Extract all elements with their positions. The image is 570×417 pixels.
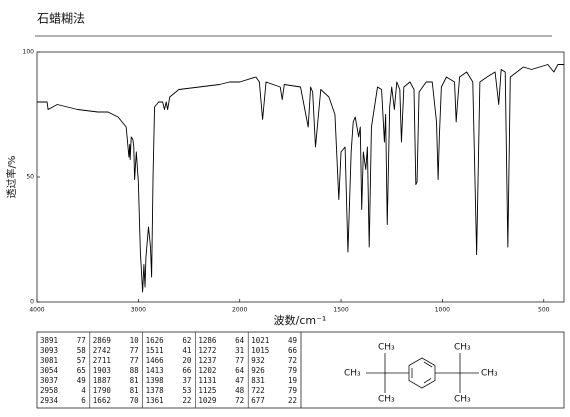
peak-wavenumber: 3093: [40, 346, 58, 355]
peak-transmittance: 57: [77, 356, 86, 365]
peak-wavenumber: 1413: [146, 366, 164, 375]
peak-wavenumber: 3054: [40, 366, 59, 375]
peak-transmittance: 53: [182, 386, 191, 395]
peak-transmittance: 64: [235, 366, 245, 375]
peak-transmittance: 70: [130, 396, 140, 405]
peak-transmittance: 79: [288, 366, 297, 375]
peak-transmittance: 79: [288, 386, 297, 395]
peak-transmittance: 81: [130, 386, 139, 395]
peak-transmittance: 65: [77, 366, 86, 375]
peak-wavenumber: 677: [251, 396, 265, 405]
peak-wavenumber: 3037: [40, 376, 58, 385]
peak-wavenumber: 1398: [146, 376, 165, 385]
peak-wavenumber: 3081: [40, 356, 58, 365]
peak-transmittance: 66: [182, 366, 192, 375]
structure-label: CH₃: [378, 343, 395, 353]
structure-bonds: [366, 353, 479, 393]
spectrum-line: [37, 64, 564, 293]
peak-transmittance: 58: [77, 346, 87, 355]
peak-transmittance: 64: [235, 336, 245, 345]
peak-transmittance: 47: [235, 376, 244, 385]
peak-transmittance: 77: [130, 356, 139, 365]
peak-wavenumber: 1662: [93, 396, 111, 405]
peak-wavenumber: 1202: [198, 366, 216, 375]
peak-wavenumber: 722: [251, 386, 265, 395]
peak-transmittance: 49: [288, 336, 297, 345]
x-tick-label: 4000: [29, 307, 44, 314]
y-tick-label: 50: [26, 174, 34, 181]
x-tick-label: 3000: [131, 307, 146, 314]
x-axis-label: 波数/cm⁻¹: [274, 314, 327, 327]
chart-title: 石蜡糊法: [37, 11, 85, 26]
peak-transmittance: 22: [288, 396, 297, 405]
x-tick-label: 1500: [333, 307, 348, 314]
peak-wavenumber: 1466: [146, 356, 165, 365]
peak-wavenumber: 1790: [93, 386, 112, 395]
peak-wavenumber: 1626: [146, 336, 165, 345]
peak-wavenumber: 3891: [40, 336, 58, 345]
peak-transmittance: 20: [182, 356, 192, 365]
peak-transmittance: 81: [130, 376, 139, 385]
peak-wavenumber: 926: [251, 366, 265, 375]
peak-transmittance: 88: [130, 366, 140, 375]
peak-wavenumber: 1125: [198, 386, 216, 395]
structure-label: CH₃: [378, 395, 395, 405]
peak-transmittance: 77: [235, 356, 244, 365]
peak-transmittance: 66: [288, 346, 298, 355]
peak-transmittance: 37: [182, 376, 191, 385]
peak-transmittance: 31: [235, 346, 244, 355]
table-frame: [36, 331, 565, 409]
peak-transmittance: 77: [77, 336, 86, 345]
peak-wavenumber: 1361: [146, 396, 164, 405]
peak-transmittance: 72: [288, 356, 297, 365]
structure-label: CH₃: [454, 395, 471, 405]
peak-wavenumber: 2958: [40, 386, 59, 395]
peak-transmittance: 41: [182, 346, 191, 355]
peak-wavenumber: 1887: [93, 376, 111, 385]
structure-label: CH₃: [481, 369, 498, 379]
x-tick-label: 2000: [232, 307, 247, 314]
peak-wavenumber: 1021: [251, 336, 269, 345]
peak-transmittance: 6: [81, 396, 86, 405]
peak-transmittance: 19: [288, 376, 297, 385]
peak-wavenumber: 932: [251, 356, 265, 365]
structure-label: CH₃: [344, 369, 361, 379]
peak-wavenumber: 1015: [251, 346, 269, 355]
peak-transmittance: 72: [235, 396, 244, 405]
peak-wavenumber: 831: [251, 376, 265, 385]
peak-wavenumber: 1029: [198, 396, 216, 405]
y-tick-label: 0: [30, 299, 34, 306]
peak-transmittance: 77: [130, 346, 139, 355]
peak-transmittance: 62: [182, 336, 191, 345]
peak-wavenumber: 2742: [93, 346, 111, 355]
peak-wavenumber: 1131: [198, 376, 216, 385]
y-tick-label: 100: [23, 49, 35, 56]
peak-wavenumber: 1237: [198, 356, 216, 365]
peak-transmittance: 49: [77, 376, 86, 385]
peak-transmittance: 48: [235, 386, 245, 395]
peak-wavenumber: 2934: [40, 396, 59, 405]
peak-wavenumber: 2869: [93, 336, 111, 345]
peak-transmittance: 22: [182, 396, 191, 405]
peak-wavenumber: 1286: [198, 336, 217, 345]
peak-wavenumber: 1378: [146, 386, 165, 395]
peak-wavenumber: 2711: [93, 356, 111, 365]
peak-transmittance: 10: [130, 336, 140, 345]
peak-wavenumber: 1272: [198, 346, 216, 355]
x-tick-label: 1000: [435, 307, 450, 314]
x-tick-label: 500: [538, 307, 550, 314]
plot-frame: [36, 51, 565, 303]
peak-wavenumber: 1903: [93, 366, 111, 375]
structure-label: CH₃: [454, 343, 471, 353]
peak-transmittance: 4: [81, 386, 86, 395]
peak-wavenumber: 1511: [146, 346, 164, 355]
y-axis-label: 透过率/%: [5, 156, 18, 199]
